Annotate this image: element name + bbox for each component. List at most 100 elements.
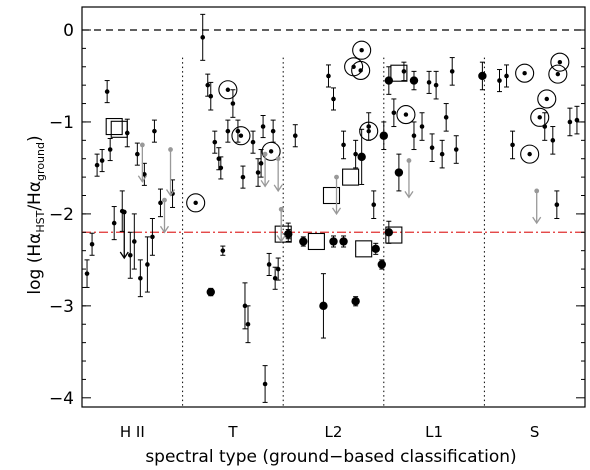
- small-point: [260, 124, 266, 129]
- small-point: [449, 69, 455, 74]
- circled-marker: [550, 52, 570, 72]
- small-point: [220, 248, 226, 253]
- large-point: [394, 168, 404, 177]
- upper-limit-arrowhead: [532, 216, 542, 225]
- boxed-marker: [274, 225, 292, 243]
- small-point: [371, 202, 377, 208]
- small-point: [341, 142, 346, 148]
- small-point: [419, 124, 425, 129]
- large-point: [377, 260, 386, 269]
- small-point: [331, 96, 336, 102]
- small-point: [242, 303, 248, 309]
- small-point: [433, 82, 439, 88]
- small-point: [84, 271, 90, 276]
- small-point: [353, 151, 358, 157]
- small-point: [142, 172, 147, 177]
- small-point: [439, 151, 445, 157]
- small-point: [391, 110, 397, 116]
- x-category-label: L1: [425, 423, 443, 441]
- small-point: [270, 128, 276, 134]
- small-point: [574, 117, 580, 123]
- circled-point: [238, 133, 244, 138]
- small-point: [94, 162, 100, 168]
- small-point: [429, 145, 435, 150]
- boxed-marker: [355, 240, 373, 258]
- circled-marker: [515, 63, 535, 83]
- small-point: [326, 73, 331, 79]
- circled-point: [268, 149, 274, 154]
- large-point: [384, 228, 394, 237]
- upper-limit-arrowhead: [159, 225, 170, 234]
- circled-point: [359, 48, 364, 53]
- small-point: [550, 138, 556, 143]
- y-tick-label: −2: [49, 205, 74, 225]
- y-tick-label: 0: [63, 21, 74, 41]
- circled-point: [358, 68, 363, 73]
- small-point: [145, 262, 150, 267]
- upper-limit-arrowhead: [260, 179, 270, 188]
- small-point: [258, 161, 264, 166]
- small-point: [225, 128, 231, 134]
- small-point: [111, 220, 117, 226]
- circled-point: [527, 151, 532, 157]
- small-point: [453, 147, 459, 152]
- large-point: [339, 237, 348, 246]
- upper-limit-arrowhead: [273, 184, 283, 193]
- boxed-marker: [105, 117, 123, 136]
- small-point: [205, 82, 211, 88]
- circled-marker: [261, 141, 281, 161]
- x-category-labels: H II T L2 L1 S: [120, 423, 540, 441]
- reference-lines: [82, 29, 585, 233]
- small-point: [255, 170, 261, 175]
- upper-limit-arrowhead: [137, 175, 147, 183]
- circled-point: [557, 59, 563, 65]
- small-point: [152, 128, 157, 134]
- circled-marker: [352, 40, 372, 60]
- x-axis-title: spectral type (ground−based classificati…: [145, 447, 516, 467]
- small-point: [245, 321, 251, 327]
- circled-marker: [186, 193, 206, 213]
- large-point: [299, 237, 308, 246]
- large-point: [478, 71, 487, 81]
- x-category-label: L2: [325, 423, 343, 441]
- small-point: [504, 73, 509, 79]
- upper-limit-arrowhead: [119, 251, 129, 260]
- small-point: [292, 133, 298, 139]
- upper-limit-arrowhead: [276, 235, 286, 243]
- small-point: [426, 80, 432, 85]
- small-point: [107, 147, 113, 152]
- large-point: [319, 301, 328, 311]
- small-point: [443, 115, 449, 120]
- small-point: [99, 158, 105, 163]
- x-category-label: S: [530, 423, 540, 441]
- circled-marker: [351, 60, 371, 80]
- small-point: [216, 156, 222, 162]
- circled-point: [522, 71, 527, 76]
- circled-point: [537, 115, 542, 120]
- small-point: [127, 252, 133, 258]
- boxed-marker: [342, 168, 360, 186]
- boxed-marker: [110, 120, 128, 138]
- y-axis-ticks: 0 −1 −2 −3 −4: [49, 21, 585, 409]
- small-point: [567, 119, 573, 125]
- circled-marker: [359, 121, 379, 141]
- small-point: [275, 266, 281, 272]
- circled-marker: [396, 105, 416, 125]
- large-point: [371, 244, 380, 254]
- large-point: [357, 152, 366, 162]
- circled-point: [544, 96, 549, 102]
- plot-border: [81, 6, 586, 408]
- boxed-marker: [322, 186, 341, 205]
- small-point: [138, 275, 143, 281]
- circled-point: [225, 87, 231, 92]
- small-point: [104, 89, 110, 94]
- x-category-label: H II: [120, 423, 145, 441]
- y-tick-label: −4: [49, 389, 74, 409]
- small-point: [218, 165, 224, 171]
- small-point: [89, 241, 95, 247]
- upper-limit-arrowhead: [331, 207, 342, 216]
- small-point: [212, 139, 218, 145]
- y-tick-label: −1: [49, 113, 74, 133]
- small-point: [158, 200, 163, 206]
